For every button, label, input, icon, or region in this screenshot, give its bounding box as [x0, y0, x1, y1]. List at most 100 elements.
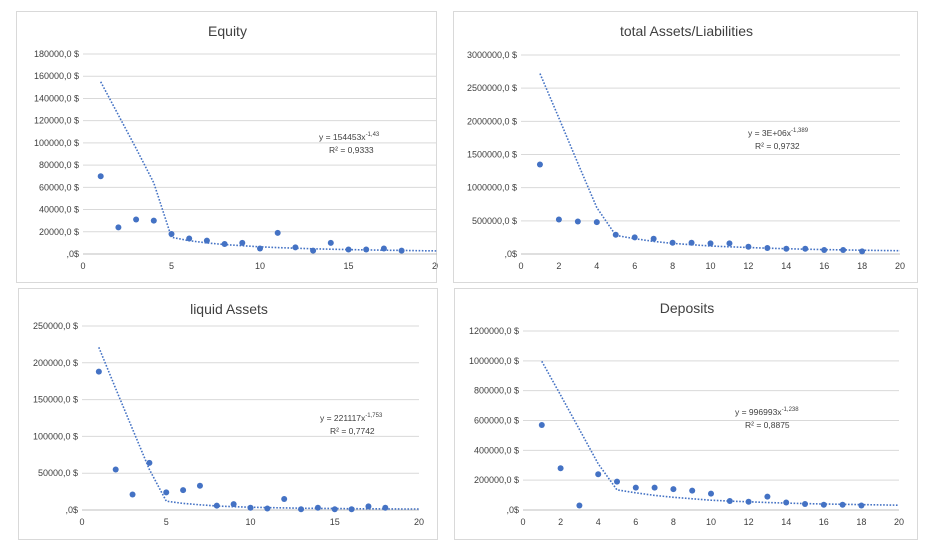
deposits-x-tick-label: 14 [781, 517, 791, 527]
deposits-trend-equation: y = 996993x-1,238 [735, 407, 799, 417]
equity-data-point [345, 246, 352, 253]
liquid-assets-data-point [281, 495, 288, 502]
deposits-y-tick-label: 800000,0 $ [474, 386, 519, 396]
liquid-assets-y-tick-label: 200000,0 $ [33, 358, 78, 368]
liquid-assets-data-point [180, 487, 187, 494]
equity-y-tick-label: 160000,0 $ [34, 71, 79, 81]
deposits-x-tick-label: 18 [856, 517, 866, 527]
total-assets-y-tick-label: 500000,0 $ [472, 216, 517, 226]
liquid-assets-data-point [230, 501, 237, 508]
total-assets-data-point [802, 245, 809, 252]
total-assets-data-point [593, 219, 600, 226]
deposits-svg: Deposits ,0$ 200000,0 $ 400000,0 $ 600000,0 … [469, 300, 904, 527]
total-assets-y-tick-label: 3000000,0 $ [467, 50, 517, 60]
equity-y-tick-label: 80000,0 $ [39, 160, 79, 170]
deposits-data-point [708, 490, 714, 497]
equity-data-point [398, 247, 405, 254]
deposits-data-point [858, 502, 865, 509]
deposits-data-point [632, 484, 639, 491]
equity-data-point [203, 237, 210, 244]
deposits-x-tick-label: 6 [633, 517, 638, 527]
equity-data-point [115, 224, 122, 231]
total-assets-svg: total Assets/Liabilities,0$500000,0 $100… [467, 23, 905, 271]
deposits-x-tick-label: 8 [671, 517, 676, 527]
liquid-assets-data-point [365, 503, 372, 510]
total-assets-data-point [536, 161, 543, 168]
deposits-y-tick-label: 1000000,0 $ [469, 356, 519, 366]
equity-x-tick-label: 5 [169, 261, 174, 271]
liquid-assets-x-tick-label: 0 [79, 517, 84, 527]
equity-trend-equation: y = 154453x-1,43 [319, 132, 380, 142]
liquid-assets-trendline [98, 346, 419, 510]
deposits-data-point [689, 487, 696, 494]
deposits-r-squared: R² = 0,8875 [745, 420, 790, 430]
liquid-assets-y-tick-label: 250000,0 $ [33, 321, 78, 331]
liquid-assets-x-tick-label: 5 [164, 517, 169, 527]
total-assets-trend-equation: y = 3E+06x-1,389 [748, 128, 809, 138]
equity-data-point [363, 246, 370, 253]
total-assets-data-point [650, 235, 657, 242]
total-assets-y-tick-label: 2500000,0 $ [467, 83, 517, 93]
total-assets-y-tick-label: 1500000,0 $ [467, 150, 517, 160]
equity-data-point [310, 247, 317, 254]
total-assets-data-point [688, 239, 695, 246]
deposits-y-tick-label: 200000,0 $ [474, 475, 519, 485]
liquid-assets-data-point [129, 491, 136, 498]
equity-y-tick-label: 40000,0 $ [39, 205, 79, 215]
equity-data-point [257, 245, 263, 252]
deposits-x-tick-label: 12 [744, 517, 754, 527]
total-assets-trendline [539, 73, 901, 252]
deposits-y-tick-label: 400000,0 $ [474, 445, 519, 455]
deposits-data-point [802, 501, 808, 508]
liquid-assets-data-point [112, 466, 119, 473]
equity-r-squared: R² = 0,9333 [329, 145, 374, 155]
deposits-data-point [557, 465, 564, 472]
liquid-assets-r-squared: R² = 0,7742 [330, 426, 375, 436]
total-assets-data-point [821, 247, 828, 254]
liquid-assets-y-tick-label: 150000,0 $ [33, 395, 78, 405]
total-assets-data-point [764, 245, 771, 252]
equity-data-point [274, 229, 281, 236]
deposits-x-tick-label: 16 [819, 517, 829, 527]
equity-y-tick-label: 20000,0 $ [39, 227, 79, 237]
deposits-x-tick-label: 20 [894, 517, 904, 527]
total-assets-x-tick-label: 0 [518, 261, 523, 271]
total-assets-data-point [840, 247, 847, 254]
deposits-data-point [726, 498, 733, 505]
equity-y-tick-label: ,0$ [66, 249, 79, 259]
equity-data-point [221, 241, 228, 247]
equity-data-point [97, 173, 104, 180]
total-assets-data-point [783, 245, 790, 252]
total-assets-data-point [574, 218, 581, 225]
equity-data-point [380, 245, 387, 252]
total-assets-x-tick-label: 14 [781, 261, 791, 271]
total-assets-data-point [631, 234, 638, 241]
total-assets-x-tick-label: 10 [705, 261, 715, 271]
total-assets-data-point [669, 239, 676, 246]
equity-y-tick-label: 180000,0 $ [34, 49, 79, 59]
total-assets-data-point [707, 240, 714, 247]
liquid-assets-data-point [331, 506, 338, 513]
equity-data-point [133, 216, 140, 223]
deposits-chart-panel: Deposits ,0$ 200000,0 $ 400000,0 $ 600000,0 … [454, 288, 918, 540]
equity-data-point [292, 244, 299, 251]
equity-title: Equity [208, 23, 247, 39]
deposits-data-point [576, 502, 583, 509]
total-assets-data-point [612, 231, 619, 238]
deposits-x-tick-label: 0 [520, 517, 525, 527]
total-assets-data-point [726, 240, 733, 247]
equity-data-point [150, 217, 157, 224]
liquid-assets-x-tick-label: 10 [245, 517, 255, 527]
deposits-x-tick-label: 2 [558, 517, 563, 527]
equity-data-point [168, 231, 175, 237]
liquid-assets-trend-exponent: -1,753 [365, 413, 383, 419]
total-assets-y-tick-label: 1000000,0 $ [467, 183, 517, 193]
liquid-assets-data-point [348, 506, 355, 513]
equity-data-point [327, 239, 334, 246]
deposits-data-point [538, 421, 545, 428]
liquid-assets-chart-panel: liquid Assets ,0$ 50000,0 $ 100000,0 $ 15000… [18, 288, 438, 540]
liquid-assets-data-point [264, 505, 271, 512]
total-assets-data-point [745, 243, 752, 250]
liquid-assets-data-point [163, 489, 170, 496]
deposits-data-point [820, 501, 827, 508]
